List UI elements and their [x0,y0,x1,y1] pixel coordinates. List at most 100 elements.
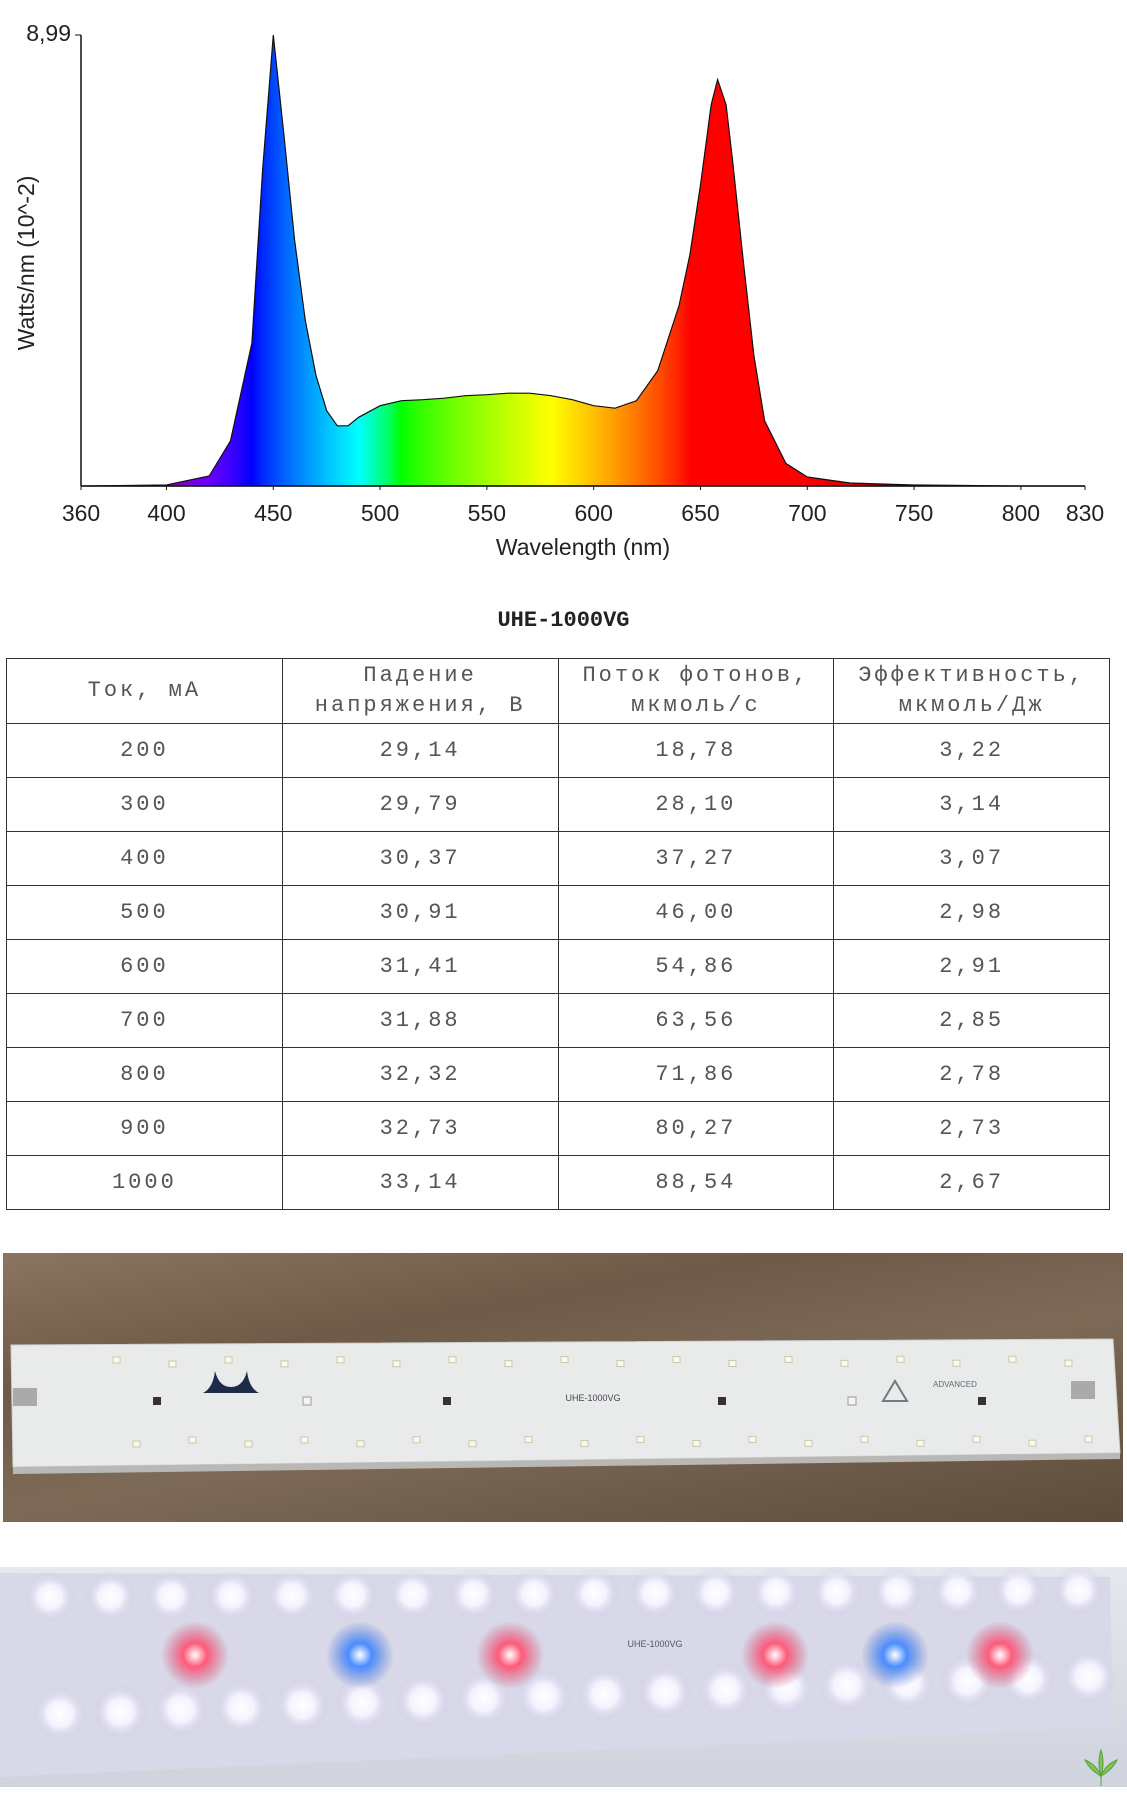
led [448,1356,457,1364]
led [356,1440,365,1448]
led [468,1440,477,1448]
x-tick-label: 450 [254,500,292,526]
table-cell: 30,91 [281,885,559,940]
spectrum-chart: Watts/nm (10^-2) Wavelength (nm) 8,99 360… [13,20,1104,560]
table-row: 600 31,41 54,86 2,91 [6,939,1110,994]
leaf-icon [1083,1748,1119,1786]
column-header: Падение напряжения, В [281,658,559,724]
led [1028,1439,1037,1447]
led-glow [629,1567,681,1619]
led [916,1439,925,1447]
led [896,1355,905,1363]
table-row: 300 29,79 28,10 3,14 [6,777,1110,832]
led-glow [861,1621,929,1689]
table-cell: 33,14 [281,1155,559,1210]
table-cell: 3,07 [833,831,1110,886]
board-edge [13,1453,1120,1474]
table-cell: 32,73 [281,1101,559,1156]
column-header: Ток, мА [6,658,283,724]
connector [13,1388,37,1406]
table-cell: 30,37 [281,831,559,886]
led-glow [161,1621,229,1689]
led [972,1435,981,1443]
led-glow [931,1567,984,1617]
table-cell: 1000 [6,1155,283,1210]
data-table: Ток, мА Падение напряжения, В Поток фотоно… [6,658,1110,1210]
table-cell: 2,78 [833,1047,1110,1102]
table-row: 500 30,91 46,00 2,98 [6,885,1110,940]
led-glow [750,1567,802,1619]
led [524,1436,533,1444]
led-glow [992,1567,1044,1617]
connector [1071,1381,1095,1399]
x-tick-label: 830 [1066,500,1104,526]
table-cell: 18,78 [557,723,835,778]
led-glow [447,1568,500,1621]
led-glow [326,1569,379,1621]
y-tick-label: 8,99 [26,20,71,46]
table-body: 200 29,14 18,78 3,22 300 29,79 28,10 3,14 400 30,… [6,723,1110,1210]
table-row: 1000 33,14 88,54 2,67 [6,1155,1110,1210]
table-cell: 31,88 [281,993,559,1048]
led-glow [145,1570,197,1623]
led [132,1440,141,1448]
led [616,1360,625,1368]
table-cell: 200 [6,723,283,778]
led [244,1440,253,1448]
table-cell: 2,73 [833,1101,1110,1156]
table-cell: 600 [6,939,283,994]
x-tick-label: 500 [361,500,399,526]
board-label: UHE-1000VG [565,1393,620,1403]
led [280,1360,289,1368]
x-tick-label: 600 [574,500,612,526]
led-glow [689,1567,742,1619]
led-glow [84,1570,137,1623]
led [692,1440,701,1447]
board-label: UHE-1000VG [627,1639,682,1649]
led-glow [697,1661,754,1718]
column-header: Поток фотонов, мкмоль/с [557,658,835,724]
table-row: 400 30,37 37,27 3,07 [6,831,1110,886]
led [1064,1359,1073,1367]
x-tick-label: 800 [1002,500,1040,526]
led [224,1356,233,1364]
table-row: 900 32,73 80,27 2,73 [6,1101,1110,1156]
led-glow [387,1568,439,1621]
led [168,1360,177,1368]
y-axis-label: Watts/nm (10^-2) [13,176,39,351]
table-cell: 31,41 [281,939,559,994]
led-glow [32,1686,88,1742]
led-glow [92,1683,149,1740]
led [392,1360,401,1368]
table-title: UHE-1000VG [497,608,630,633]
lit-board-drawing: UHE-1000VG [0,1567,1117,1777]
table-row: 800 32,32 71,86 2,78 [6,1047,1110,1102]
led-glow [966,1621,1034,1689]
led [728,1359,737,1367]
led-glow [637,1664,693,1720]
led [784,1355,793,1363]
table-cell: 37,27 [557,831,835,886]
brand-logo [881,1379,909,1402]
table-cell: 71,86 [557,1047,835,1102]
led [1084,1435,1093,1443]
watermark-logo [1083,1748,1119,1786]
led-glow [508,1567,560,1620]
led [153,1397,161,1405]
led-glow [476,1621,544,1689]
led [188,1436,197,1444]
table-cell: 400 [6,831,283,886]
table-cell: 700 [6,993,283,1048]
x-tick-label: 550 [468,500,506,526]
lit-board-photo: UHE-1000VG [0,1567,1127,1787]
led [672,1356,681,1363]
table-cell: 29,79 [281,777,559,832]
table-cell: 2,85 [833,993,1110,1048]
table-cell: 54,86 [557,939,835,994]
led [847,1396,857,1406]
led [718,1397,726,1405]
led [412,1436,421,1444]
table-cell: 29,14 [281,723,559,778]
led-glow [576,1666,633,1723]
x-tick-label: 360 [62,500,100,526]
